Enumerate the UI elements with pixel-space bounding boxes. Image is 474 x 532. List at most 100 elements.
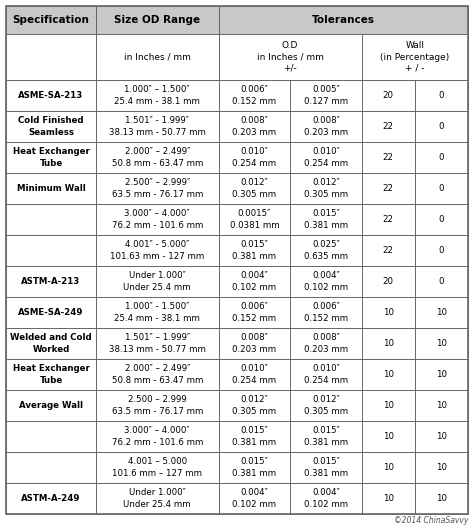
Text: 4.001 – 5.000
101.6 mm – 127 mm: 4.001 – 5.000 101.6 mm – 127 mm — [112, 458, 202, 478]
Bar — [219, 235, 290, 266]
Bar — [96, 390, 219, 421]
Bar — [96, 452, 219, 483]
Bar — [6, 111, 96, 142]
Bar — [290, 328, 362, 359]
Text: 0.008″
0.203 mm: 0.008″ 0.203 mm — [232, 334, 276, 354]
Bar — [362, 328, 415, 359]
Bar — [290, 328, 362, 359]
Bar — [6, 111, 96, 142]
Bar — [96, 266, 219, 297]
Bar — [362, 421, 415, 452]
Bar — [290, 111, 362, 142]
Bar — [96, 328, 219, 359]
Bar — [290, 359, 362, 390]
Bar — [219, 421, 290, 452]
Text: 0: 0 — [438, 122, 444, 131]
Bar — [96, 359, 219, 390]
Bar — [362, 297, 415, 328]
Bar — [362, 266, 415, 297]
Bar — [96, 483, 219, 514]
Bar — [6, 390, 96, 421]
Bar — [362, 34, 468, 80]
Bar — [362, 204, 415, 235]
Text: ASME-SA-249: ASME-SA-249 — [18, 308, 84, 317]
Bar — [290, 421, 362, 452]
Text: 2.000″ – 2.499″
50.8 mm - 63.47 mm: 2.000″ – 2.499″ 50.8 mm - 63.47 mm — [111, 147, 203, 168]
Bar — [6, 235, 96, 266]
Text: 0.025″
0.635 mm: 0.025″ 0.635 mm — [304, 240, 348, 261]
Bar — [219, 266, 290, 297]
Text: Specification: Specification — [13, 15, 90, 25]
Bar — [362, 111, 415, 142]
Text: 0: 0 — [438, 215, 444, 224]
Text: 0.015″
0.381 mm: 0.015″ 0.381 mm — [232, 240, 276, 261]
Bar — [6, 34, 96, 80]
Bar — [415, 297, 468, 328]
Bar — [415, 204, 468, 235]
Bar — [96, 297, 219, 328]
Text: 10: 10 — [436, 308, 447, 317]
Bar — [219, 34, 362, 80]
Bar — [362, 483, 415, 514]
Bar — [415, 111, 468, 142]
Bar — [6, 266, 96, 297]
Bar — [415, 142, 468, 173]
Text: 0.008″
0.203 mm: 0.008″ 0.203 mm — [232, 117, 276, 137]
Text: 10: 10 — [383, 432, 394, 441]
Bar — [6, 421, 96, 452]
Bar — [362, 80, 415, 111]
Bar — [290, 297, 362, 328]
Bar — [415, 452, 468, 483]
Bar — [415, 266, 468, 297]
Bar — [96, 80, 219, 111]
Bar — [6, 173, 96, 204]
Bar — [96, 421, 219, 452]
Bar — [362, 266, 415, 297]
Bar — [96, 111, 219, 142]
Bar — [415, 452, 468, 483]
Text: ©2014 ChinaSavvy: ©2014 ChinaSavvy — [393, 516, 468, 525]
Text: 0.015″
0.381 mm: 0.015″ 0.381 mm — [232, 458, 276, 478]
Bar — [290, 297, 362, 328]
Bar — [415, 390, 468, 421]
Bar — [6, 80, 96, 111]
Bar — [6, 390, 96, 421]
Bar — [415, 266, 468, 297]
Bar — [362, 204, 415, 235]
Bar — [290, 452, 362, 483]
Text: 10: 10 — [436, 494, 447, 503]
Bar — [362, 235, 415, 266]
Text: 1.501″ - 1.999″
38.13 mm - 50.77 mm: 1.501″ - 1.999″ 38.13 mm - 50.77 mm — [109, 117, 206, 137]
Text: Average Wall: Average Wall — [19, 401, 83, 410]
Bar — [6, 483, 96, 514]
Bar — [96, 34, 219, 80]
Text: 0.0015″
0.0381 mm: 0.0015″ 0.0381 mm — [229, 210, 279, 229]
Bar — [219, 390, 290, 421]
Bar — [415, 328, 468, 359]
Bar — [290, 452, 362, 483]
Bar — [415, 483, 468, 514]
Bar — [96, 328, 219, 359]
Bar — [415, 297, 468, 328]
Text: 0.015″
0.381 mm: 0.015″ 0.381 mm — [304, 458, 348, 478]
Text: 0.008″
0.203 mm: 0.008″ 0.203 mm — [304, 334, 348, 354]
Bar — [6, 235, 96, 266]
Bar — [96, 80, 219, 111]
Bar — [219, 297, 290, 328]
Bar — [96, 6, 219, 34]
Bar — [415, 328, 468, 359]
Text: Heat Exchanger
Tube: Heat Exchanger Tube — [13, 147, 90, 168]
Bar — [219, 235, 290, 266]
Bar — [362, 390, 415, 421]
Bar — [290, 483, 362, 514]
Bar — [290, 235, 362, 266]
Text: 3.000″ – 4.000″
76.2 mm - 101.6 mm: 3.000″ – 4.000″ 76.2 mm - 101.6 mm — [111, 210, 203, 229]
Text: 0.004″
0.102 mm: 0.004″ 0.102 mm — [304, 271, 348, 292]
Text: Size OD Range: Size OD Range — [114, 15, 201, 25]
Text: 2.500″ – 2.999″
63.5 mm - 76.17 mm: 2.500″ – 2.999″ 63.5 mm - 76.17 mm — [111, 178, 203, 198]
Bar — [219, 6, 468, 34]
Text: ASME-SA-213: ASME-SA-213 — [18, 91, 84, 100]
Bar — [290, 173, 362, 204]
Bar — [415, 359, 468, 390]
Text: 0.004″
0.102 mm: 0.004″ 0.102 mm — [232, 488, 276, 509]
